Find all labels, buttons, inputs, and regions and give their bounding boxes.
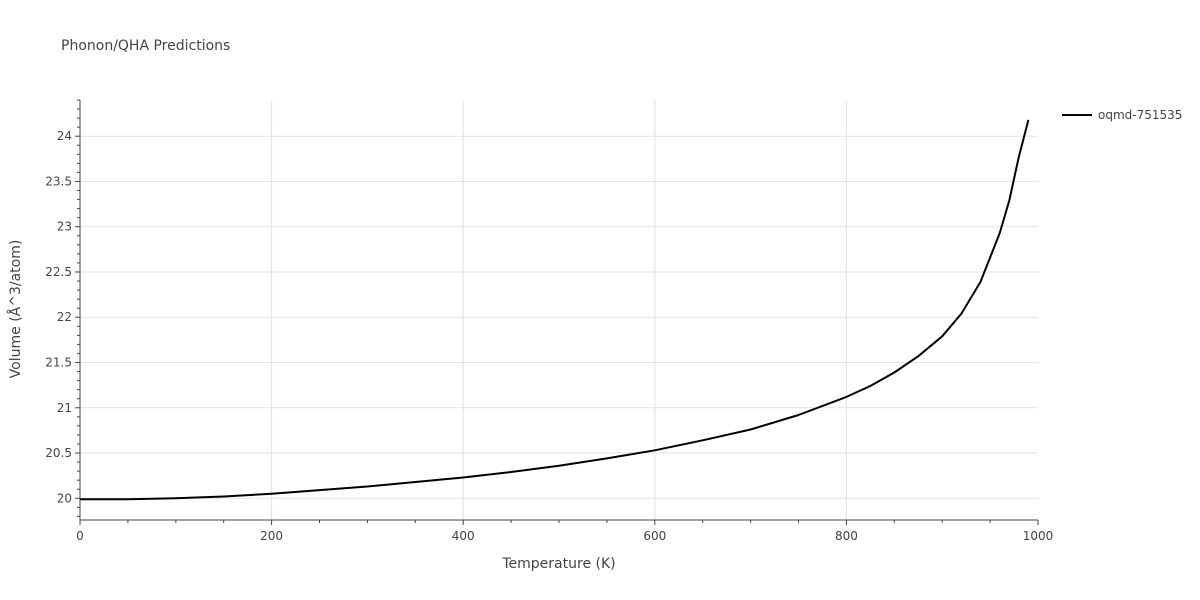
y-axis-title: Volume (Å^3/atom) [7, 240, 24, 379]
axes [75, 99, 1039, 525]
x-tick-label: 0 [76, 529, 84, 543]
y-tick-label: 24 [57, 129, 72, 143]
grid [80, 100, 1038, 520]
y-tick-label: 23 [57, 220, 72, 234]
y-tick-label: 23.5 [45, 174, 72, 188]
y-tick-label: 21.5 [45, 356, 72, 370]
plot-area [80, 119, 1030, 501]
x-tick-label: 400 [452, 529, 475, 543]
y-tick-label: 22.5 [45, 265, 72, 279]
x-axis-title: Temperature (K) [501, 556, 615, 572]
x-tick-label: 200 [260, 529, 283, 543]
chart-title: Phonon/QHA Predictions [61, 38, 230, 54]
y-tick-label: 20.5 [45, 446, 72, 460]
x-tick-label: 1000 [1023, 529, 1054, 543]
legend-label: oqmd-751535 [1098, 108, 1182, 122]
tick-labels: 20 20.5 21 21.5 22 22.5 23 23.5 24 0 200 400 600 800 1… [45, 129, 1053, 543]
legend[interactable]: oqmd-751535 [1062, 108, 1182, 122]
series-line [80, 119, 1030, 501]
x-tick-label: 800 [835, 529, 858, 543]
y-tick-label: 22 [57, 310, 72, 324]
y-tick-label: 20 [57, 491, 72, 505]
x-tick-label: 600 [643, 529, 666, 543]
y-tick-label: 21 [57, 401, 72, 415]
